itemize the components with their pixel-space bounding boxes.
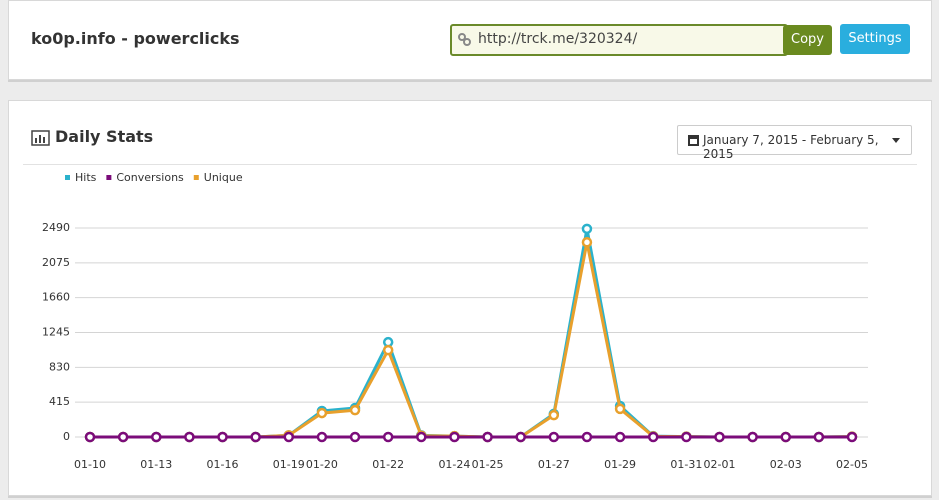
data-point xyxy=(316,431,328,443)
data-point xyxy=(548,409,560,421)
y-tick-label: 2490 xyxy=(42,221,70,234)
data-point xyxy=(151,431,162,443)
panel-title: Daily Stats xyxy=(55,127,154,146)
y-tick-label: 2075 xyxy=(42,256,70,269)
data-point xyxy=(217,431,228,443)
x-tick-label: 01-31 xyxy=(670,458,702,471)
data-point xyxy=(747,431,758,443)
date-range: January 7, 2015 - February 5, 2015 xyxy=(703,133,879,161)
data-point xyxy=(681,431,692,443)
data-point xyxy=(283,431,295,443)
data-point xyxy=(581,237,593,248)
x-tick-label: 01-29 xyxy=(604,458,636,471)
calendar-icon xyxy=(688,135,699,146)
data-point xyxy=(382,344,394,356)
x-tick-label: 01-19 xyxy=(273,458,305,471)
data-point xyxy=(581,223,593,235)
data-point xyxy=(184,431,195,443)
x-tick-label: 02-05 xyxy=(836,458,868,471)
data-point xyxy=(316,407,328,419)
caret xyxy=(892,138,900,143)
legend-label: Conversions xyxy=(116,171,184,184)
x-tick-label: 01-10 xyxy=(74,458,106,471)
legend-label: Hits xyxy=(75,171,97,184)
site-title: ko0p.info - powerclicks xyxy=(31,29,240,48)
data-point xyxy=(449,431,460,443)
data-point xyxy=(382,431,394,443)
x-tick-label: 01-27 xyxy=(538,458,570,471)
header-card: ko0p.info - powerclicks http://trck.me/3… xyxy=(8,0,932,80)
y-tick-label: 415 xyxy=(49,395,70,408)
url-field[interactable]: http://trck.me/320324/ xyxy=(450,24,788,56)
data-point xyxy=(515,431,526,443)
data-point xyxy=(714,431,725,443)
x-tick-label: 01-16 xyxy=(207,458,239,471)
x-tick-label: 01-20 xyxy=(306,458,338,471)
data-point xyxy=(416,431,427,443)
legend-label: Unique xyxy=(204,171,243,184)
copy-button[interactable]: Copy xyxy=(783,25,832,55)
separator xyxy=(23,164,917,165)
legend-swatch xyxy=(193,175,199,180)
link-icon xyxy=(458,33,471,46)
data-point xyxy=(813,431,825,443)
y-tick-label: 0 xyxy=(63,430,70,443)
data-point xyxy=(647,431,659,443)
x-tick-label: 01-24 xyxy=(438,458,470,471)
y-tick-label: 1660 xyxy=(42,291,70,304)
legend-swatch xyxy=(106,175,112,180)
x-tick-label: 01-13 xyxy=(140,458,172,471)
data-point xyxy=(250,431,261,443)
x-tick-label: 02-01 xyxy=(703,458,735,471)
x-tick-label: 01-22 xyxy=(372,458,404,471)
data-point xyxy=(614,403,626,415)
chart-icon xyxy=(31,130,50,146)
data-point xyxy=(614,431,626,443)
data-point xyxy=(482,431,493,443)
date-picker[interactable]: January 7, 2015 - February 5, 2015 xyxy=(677,125,912,161)
data-point xyxy=(846,431,858,443)
data-point xyxy=(117,431,129,443)
x-tick-label: 01-25 xyxy=(472,458,504,471)
y-tick-label: 1245 xyxy=(42,326,70,339)
data-point xyxy=(780,431,791,443)
series-line xyxy=(90,241,853,439)
x-tick-label: 02-03 xyxy=(770,458,802,471)
settings-button[interactable]: Settings xyxy=(840,24,910,54)
data-point xyxy=(349,404,361,416)
data-point xyxy=(581,431,593,443)
data-point xyxy=(349,431,361,443)
y-tick-label: 830 xyxy=(49,360,70,373)
data-point xyxy=(548,431,560,443)
data-point xyxy=(84,431,96,443)
url-text: http://trck.me/320324/ xyxy=(478,31,638,47)
legend-swatch xyxy=(65,175,70,180)
